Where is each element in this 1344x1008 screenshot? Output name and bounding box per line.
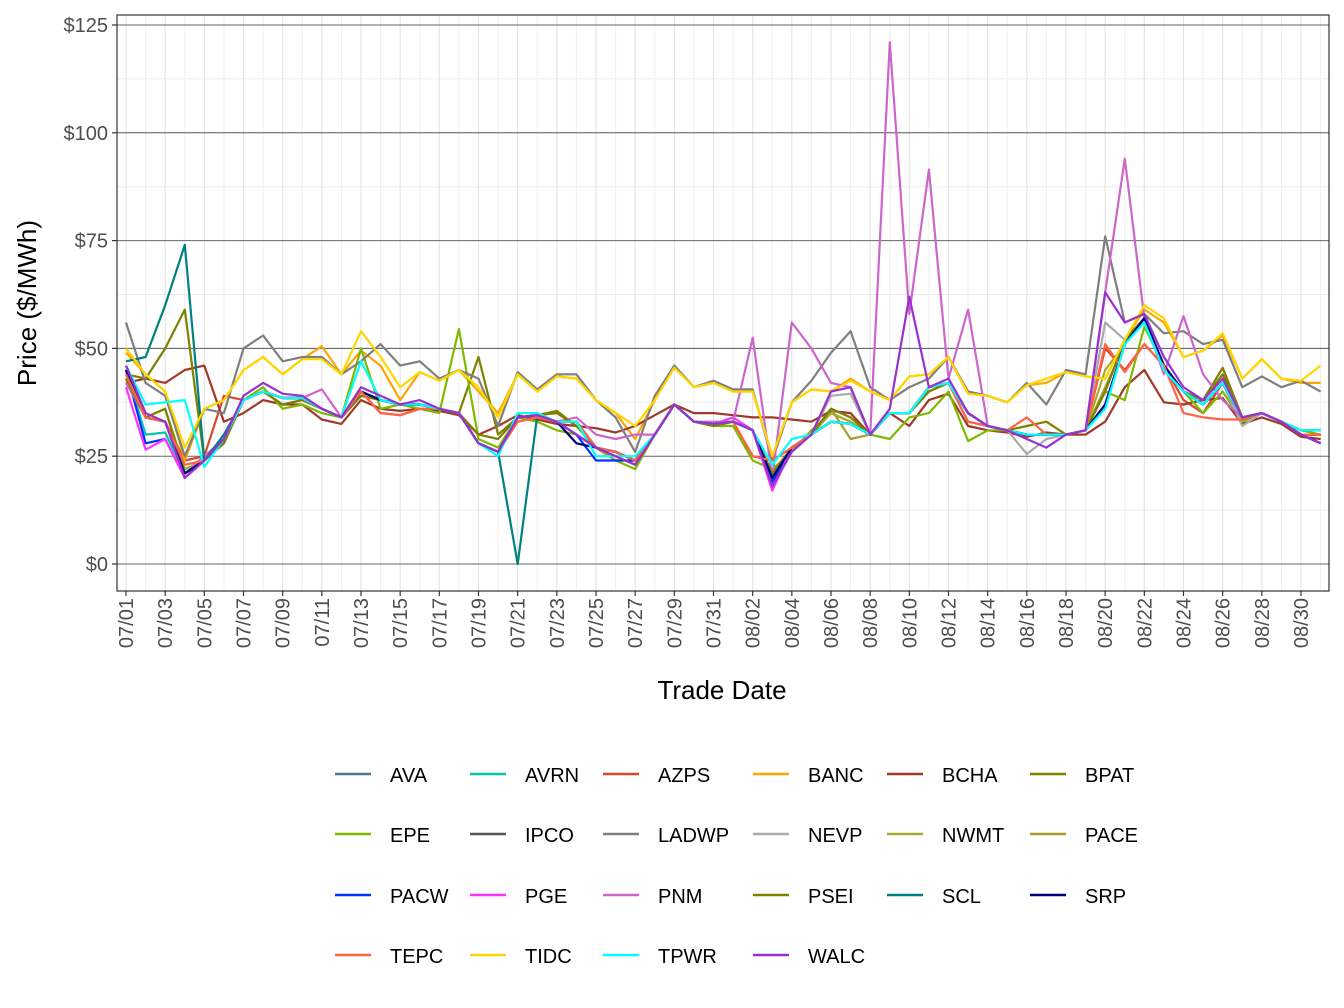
legend-label: TIDC xyxy=(525,946,572,968)
legend-label: IPCO xyxy=(525,825,574,847)
x-tick-label: 08/22 xyxy=(1134,598,1156,648)
legend-label: PGE xyxy=(525,886,567,908)
legend-item-avrn: AVRN xyxy=(470,765,579,787)
legend-item-tpwr: TPWR xyxy=(603,946,717,968)
x-tick-label: 07/23 xyxy=(547,598,569,648)
x-tick-label: 08/16 xyxy=(1017,598,1039,648)
y-tick-label: $100 xyxy=(64,123,109,145)
legend-label: NEVP xyxy=(808,825,862,847)
legend: AVA AVRN AZPS BANC BCHA BPAT EPE IPCO LADWP NEVP N… xyxy=(335,765,1138,968)
x-tick-label: 07/21 xyxy=(508,598,530,648)
x-tick-label: 08/20 xyxy=(1095,598,1117,648)
plot-panel-border xyxy=(116,14,1330,592)
legend-item-ipco: IPCO xyxy=(470,825,574,847)
x-tick-label: 08/02 xyxy=(743,598,765,648)
x-tick-label: 07/19 xyxy=(469,598,491,648)
y-tick-label: $75 xyxy=(75,231,108,253)
y-axis-title: Price ($/MWh) xyxy=(12,220,42,386)
legend-item-tidc: TIDC xyxy=(470,946,572,968)
series-line-walc xyxy=(124,291,1322,488)
y-tick-label: $125 xyxy=(64,15,109,37)
x-tick-label: 08/30 xyxy=(1291,598,1313,648)
legend-label: BPAT xyxy=(1085,765,1134,787)
x-tick-label: 08/24 xyxy=(1174,598,1196,648)
legend-item-epe: EPE xyxy=(335,825,430,847)
legend-item-azps: AZPS xyxy=(603,765,710,787)
x-axis-title: Trade Date xyxy=(657,675,786,705)
x-tick-label: 07/11 xyxy=(312,598,334,647)
legend-item-pace: PACE xyxy=(1030,825,1138,847)
legend-label: LADWP xyxy=(658,825,729,847)
legend-item-bcha: BCHA xyxy=(887,765,998,787)
legend-label: AZPS xyxy=(658,765,710,787)
x-tick-label: 08/06 xyxy=(821,598,843,648)
legend-label: PACE xyxy=(1085,825,1138,847)
x-tick-label: 07/27 xyxy=(625,598,647,648)
x-tick-label: 07/07 xyxy=(234,598,256,648)
series-line-bcha xyxy=(125,364,1321,441)
x-tick-label: 08/28 xyxy=(1252,598,1274,648)
legend-label: NWMT xyxy=(942,825,1004,847)
x-tick-label: 08/08 xyxy=(860,598,882,648)
x-tick-label: 07/31 xyxy=(704,598,726,648)
legend-label: TPWR xyxy=(658,946,717,968)
legend-item-bpat: BPAT xyxy=(1030,765,1134,787)
legend-label: SRP xyxy=(1085,886,1126,908)
legend-label: BCHA xyxy=(942,765,998,787)
y-tick-label: $0 xyxy=(86,554,108,576)
x-tick-label: 07/09 xyxy=(273,598,295,648)
legend-label: SCL xyxy=(942,886,981,908)
legend-label: PNM xyxy=(658,886,702,908)
x-tick-label: 08/18 xyxy=(1056,598,1078,648)
x-tick-label: 07/15 xyxy=(390,598,412,648)
legend-label: EPE xyxy=(390,825,430,847)
legend-item-srp: SRP xyxy=(1030,886,1126,908)
y-tick-label: $25 xyxy=(75,446,108,468)
x-axis: 07/01 07/03 07/05 07/07 07/09 07/11 07/13 07/15… xyxy=(116,591,1313,648)
legend-item-walc: WALC xyxy=(753,946,865,968)
x-tick-label: 08/26 xyxy=(1213,598,1235,648)
series-line-tidc xyxy=(125,304,1322,458)
legend-item-pnm: PNM xyxy=(603,886,702,908)
y-tick-label: $50 xyxy=(75,338,108,360)
x-tick-label: 08/04 xyxy=(782,598,804,648)
series-lines xyxy=(124,41,1322,566)
x-tick-label: 08/10 xyxy=(899,598,921,648)
legend-label: TEPC xyxy=(390,946,443,968)
legend-label: AVRN xyxy=(525,765,579,787)
x-tick-label: 08/14 xyxy=(978,598,1000,648)
x-tick-label: 07/03 xyxy=(155,598,177,648)
legend-item-pge: PGE xyxy=(470,886,567,908)
legend-label: AVA xyxy=(390,765,428,787)
legend-item-pacw: PACW xyxy=(335,886,449,908)
x-tick-label: 08/12 xyxy=(939,598,961,648)
legend-label: BANC xyxy=(808,765,864,787)
x-tick-label: 07/13 xyxy=(351,598,373,648)
legend-label: PACW xyxy=(390,886,449,908)
legend-item-ladwp: LADWP xyxy=(603,825,729,847)
legend-item-ava: AVA xyxy=(335,765,428,787)
legend-item-tepc: TEPC xyxy=(335,946,443,968)
series-line-epe xyxy=(124,325,1321,471)
x-tick-label: 07/05 xyxy=(194,598,216,648)
legend-item-nwmt: NWMT xyxy=(887,825,1004,847)
legend-label: WALC xyxy=(808,946,865,968)
legend-item-nevp: NEVP xyxy=(753,825,862,847)
x-tick-label: 07/25 xyxy=(586,598,608,648)
x-tick-label: 07/01 xyxy=(116,598,138,648)
legend-item-scl: SCL xyxy=(887,886,981,908)
y-axis: $0 $25 $50 $75 $100 $125 xyxy=(64,15,117,576)
legend-label: PSEI xyxy=(808,886,854,908)
x-tick-label: 07/29 xyxy=(664,598,686,648)
legend-item-banc: BANC xyxy=(753,765,864,787)
grid xyxy=(117,15,1329,591)
series-line-ladwp xyxy=(124,235,1322,462)
legend-item-psei: PSEI xyxy=(753,886,854,908)
x-tick-label: 07/17 xyxy=(429,598,451,648)
